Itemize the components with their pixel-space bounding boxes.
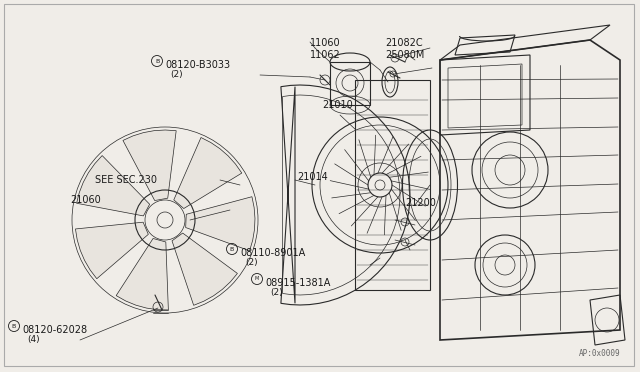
Text: 21060: 21060 [70,195,100,205]
Text: 21014: 21014 [297,172,328,182]
Text: 08915-1381A: 08915-1381A [265,278,330,288]
Text: AP:0x0009: AP:0x0009 [579,349,620,358]
Text: 25080M: 25080M [385,50,424,60]
Text: (2): (2) [270,288,283,297]
Text: 08120-B3033: 08120-B3033 [165,60,230,70]
Text: SEE SEC.230: SEE SEC.230 [95,175,157,185]
Text: (2): (2) [170,70,182,79]
Text: 08110-8901A: 08110-8901A [240,248,305,258]
Text: 21082C: 21082C [385,38,422,48]
Polygon shape [174,138,242,209]
Polygon shape [123,130,176,201]
Text: 21010: 21010 [322,100,353,110]
Text: B: B [230,247,234,251]
Polygon shape [172,233,237,305]
Polygon shape [186,197,255,251]
Text: B: B [155,58,159,64]
Text: B: B [12,324,16,328]
Text: 11060: 11060 [310,38,340,48]
Text: M: M [255,276,259,282]
Polygon shape [77,155,150,216]
Text: 11062: 11062 [310,50,340,60]
Polygon shape [116,238,168,310]
Text: 21200: 21200 [405,198,436,208]
Text: (4): (4) [27,335,40,344]
Text: (2): (2) [245,258,258,267]
Text: 08120-62028: 08120-62028 [22,325,87,335]
Polygon shape [76,222,148,279]
